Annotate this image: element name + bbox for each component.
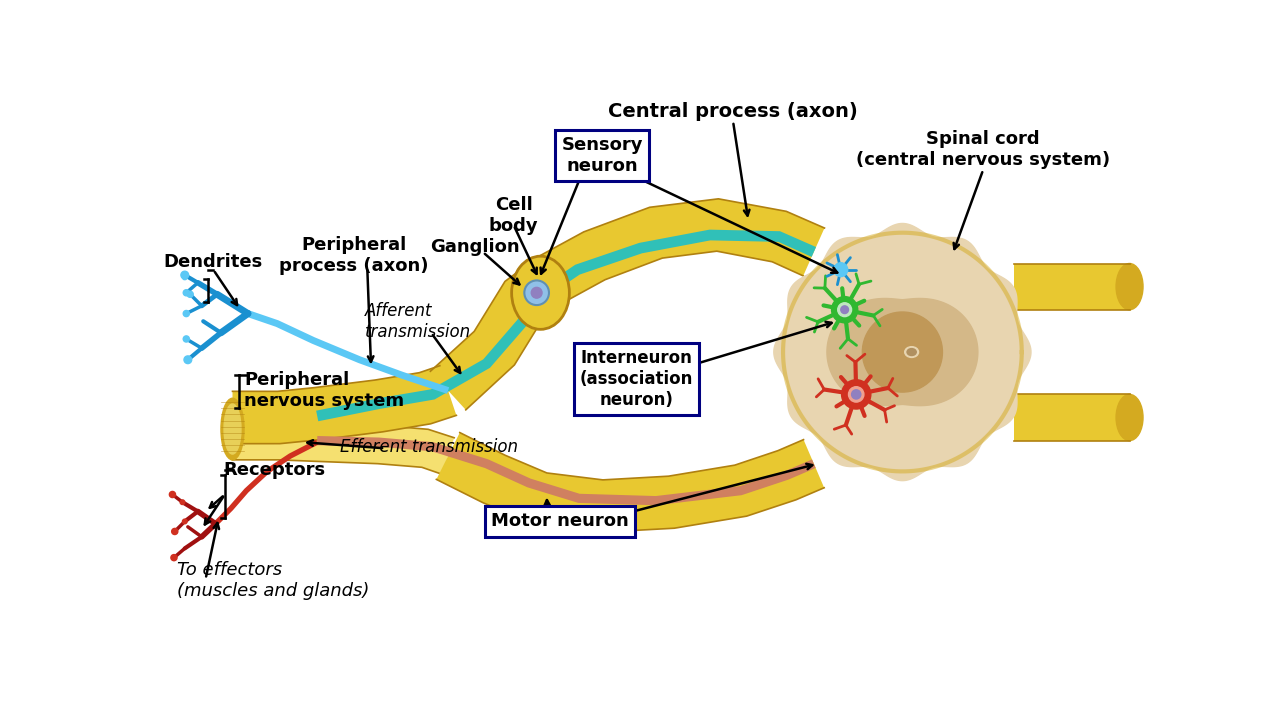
Text: Sensory
neuron: Sensory neuron xyxy=(562,136,643,175)
Ellipse shape xyxy=(224,404,241,454)
Text: Motor neuron: Motor neuron xyxy=(490,513,628,531)
Text: Receptors: Receptors xyxy=(223,461,325,479)
Circle shape xyxy=(863,312,942,392)
Circle shape xyxy=(833,263,847,276)
Polygon shape xyxy=(317,436,815,505)
Circle shape xyxy=(837,303,851,317)
Polygon shape xyxy=(774,223,1030,481)
Text: Spinal cord
(central nervous system): Spinal cord (central nervous system) xyxy=(856,130,1110,169)
Text: Ganglion: Ganglion xyxy=(430,238,520,256)
Circle shape xyxy=(525,280,549,305)
Circle shape xyxy=(787,237,1018,467)
Circle shape xyxy=(841,379,870,409)
Ellipse shape xyxy=(221,398,244,460)
Ellipse shape xyxy=(1116,395,1143,441)
Circle shape xyxy=(172,554,177,561)
Polygon shape xyxy=(1014,264,1129,310)
Circle shape xyxy=(183,310,189,317)
Text: Afferent
transmission: Afferent transmission xyxy=(365,302,471,341)
Circle shape xyxy=(169,492,175,498)
Circle shape xyxy=(180,271,188,279)
Text: Peripheral
process (axon): Peripheral process (axon) xyxy=(279,236,429,275)
Text: Efferent transmission: Efferent transmission xyxy=(340,438,518,456)
Circle shape xyxy=(180,500,184,505)
Ellipse shape xyxy=(908,348,916,356)
Text: Cell
body: Cell body xyxy=(489,197,539,235)
Text: Dendrites: Dendrites xyxy=(164,253,262,271)
Polygon shape xyxy=(1014,395,1129,441)
Circle shape xyxy=(172,528,178,534)
Circle shape xyxy=(187,291,193,297)
Polygon shape xyxy=(316,230,817,421)
Ellipse shape xyxy=(512,256,570,329)
Circle shape xyxy=(184,356,192,364)
Polygon shape xyxy=(233,421,454,474)
Text: Peripheral
nervous system: Peripheral nervous system xyxy=(244,371,404,410)
Polygon shape xyxy=(247,310,449,394)
Circle shape xyxy=(183,275,187,279)
Text: To effectors
(muscles and glands): To effectors (muscles and glands) xyxy=(177,562,370,600)
Ellipse shape xyxy=(1116,264,1143,310)
Circle shape xyxy=(183,336,189,342)
Circle shape xyxy=(832,297,858,323)
Circle shape xyxy=(849,387,864,402)
Circle shape xyxy=(851,390,861,399)
Circle shape xyxy=(531,287,541,298)
Text: Central process (axon): Central process (axon) xyxy=(608,102,858,120)
Circle shape xyxy=(841,306,849,313)
Polygon shape xyxy=(430,199,824,410)
Text: Interneuron
(association
neuron): Interneuron (association neuron) xyxy=(580,349,694,409)
Polygon shape xyxy=(233,366,457,444)
Circle shape xyxy=(183,519,187,523)
Polygon shape xyxy=(214,440,319,526)
Polygon shape xyxy=(436,433,824,532)
Ellipse shape xyxy=(905,346,919,357)
Circle shape xyxy=(183,289,189,296)
Polygon shape xyxy=(827,299,978,405)
